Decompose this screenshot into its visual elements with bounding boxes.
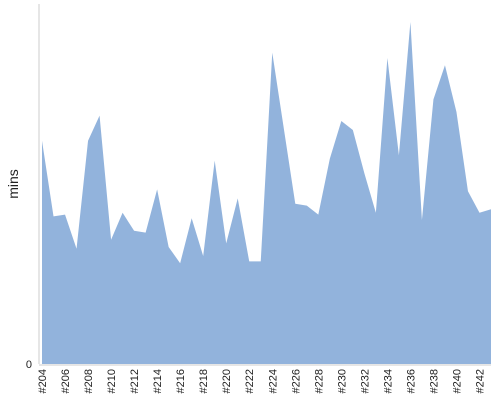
x-tick-label: #212	[129, 369, 141, 393]
x-tick-label: #230	[336, 369, 348, 393]
x-tick-label: #232	[359, 369, 371, 393]
plot-area	[42, 22, 491, 364]
x-tick-label: #228	[313, 369, 325, 393]
x-tick-label: #204	[37, 369, 49, 393]
y-tick-label: 0	[26, 359, 32, 371]
series-area-0	[42, 22, 491, 364]
x-tick-label: #236	[405, 369, 417, 393]
x-tick-label: #226	[290, 369, 302, 393]
y-axis-label: mins	[5, 169, 21, 199]
x-tick-label: #214	[152, 369, 164, 393]
x-tick-label: #238	[428, 369, 440, 393]
y-axis-ticks: 0	[26, 359, 32, 371]
x-tick-label: #240	[451, 369, 463, 393]
x-tick-label: #210	[106, 369, 118, 393]
x-tick-label: #234	[382, 369, 394, 393]
x-tick-label: #208	[83, 369, 95, 393]
x-axis-ticks: #204 #206 #208 #210 #212 #214 #216 #218 #220 #222…	[37, 369, 486, 393]
x-tick-label: #242	[474, 369, 486, 393]
x-tick-label: #218	[198, 369, 210, 393]
x-tick-label: #216	[175, 369, 187, 393]
x-tick-label: #224	[267, 369, 279, 393]
x-tick-label: #222	[244, 369, 256, 393]
x-tick-label: #220	[221, 369, 233, 393]
x-tick-label: #206	[60, 369, 72, 393]
